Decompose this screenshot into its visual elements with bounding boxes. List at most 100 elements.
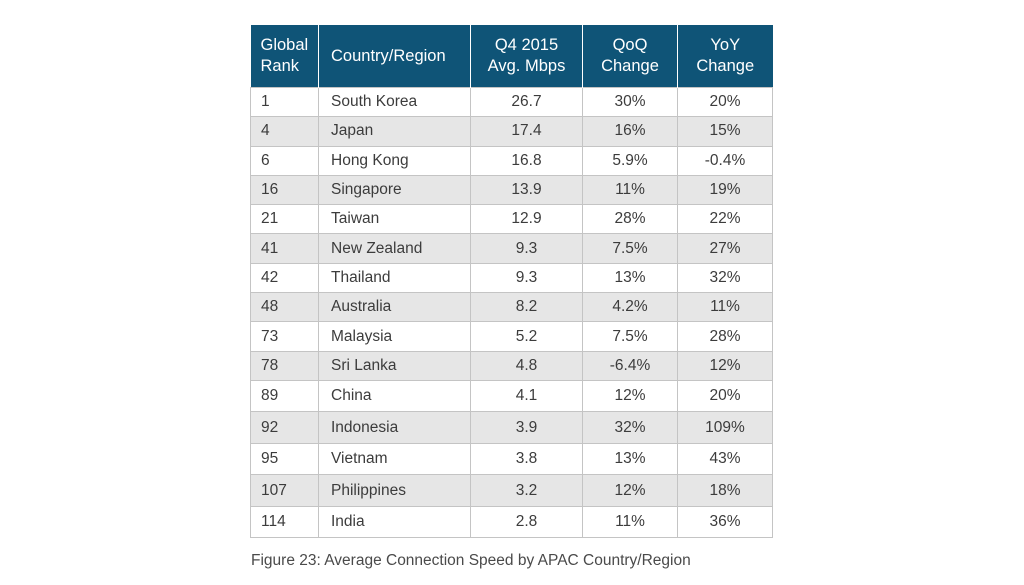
cell-avg-mbps: 17.4: [470, 116, 583, 147]
cell-qoq: 12%: [582, 474, 678, 507]
figure-caption: Figure 23: Average Connection Speed by A…: [251, 552, 691, 569]
cell-rank: 4: [250, 116, 319, 147]
cell-country: South Korea: [318, 86, 471, 118]
cell-country: New Zealand: [318, 233, 471, 264]
table-row: 73 Malaysia 5.2 7.5% 28%: [250, 321, 773, 352]
cell-rank: 89: [250, 379, 319, 413]
cell-rank: 114: [250, 505, 319, 539]
cell-yoy: 20%: [677, 379, 773, 413]
cell-country: Philippines: [318, 474, 471, 507]
cell-qoq: 11%: [582, 505, 678, 539]
table-row: 16 Singapore 13.9 11% 19%: [250, 174, 773, 206]
cell-rank: 107: [250, 474, 319, 507]
cell-yoy: 32%: [677, 262, 773, 294]
cell-avg-mbps: 5.2: [470, 321, 583, 352]
cell-qoq: 4.2%: [582, 292, 678, 323]
cell-yoy: 19%: [677, 174, 773, 206]
cell-country: China: [318, 379, 471, 413]
cell-yoy: 15%: [677, 116, 773, 147]
table-header: Global Rank Country/Region Q4 2015 Avg. …: [250, 25, 773, 88]
cell-qoq: -6.4%: [582, 350, 678, 381]
cell-rank: 1: [250, 86, 319, 118]
table-row: 89 China 4.1 12% 20%: [250, 379, 773, 413]
header-avg-mbps: Q4 2015 Avg. Mbps: [470, 25, 583, 88]
cell-yoy: 36%: [677, 505, 773, 539]
cell-qoq: 12%: [582, 379, 678, 413]
cell-country: Japan: [318, 116, 471, 147]
cell-avg-mbps: 4.1: [470, 379, 583, 413]
header-country-region: Country/Region: [318, 25, 471, 88]
table-row: 4 Japan 17.4 16% 15%: [250, 116, 773, 147]
cell-rank: 6: [250, 145, 319, 176]
cell-qoq: 16%: [582, 116, 678, 147]
cell-country: India: [318, 505, 471, 539]
cell-avg-mbps: 4.8: [470, 350, 583, 381]
cell-yoy: 27%: [677, 233, 773, 264]
cell-avg-mbps: 16.8: [470, 145, 583, 176]
cell-yoy: 12%: [677, 350, 773, 381]
cell-avg-mbps: 3.8: [470, 442, 583, 476]
cell-yoy: 18%: [677, 474, 773, 507]
cell-yoy: 109%: [677, 411, 773, 444]
cell-yoy: 22%: [677, 204, 773, 235]
cell-yoy: 20%: [677, 86, 773, 118]
cell-avg-mbps: 8.2: [470, 292, 583, 323]
cell-country: Indonesia: [318, 411, 471, 444]
table-row: 42 Thailand 9.3 13% 32%: [250, 262, 773, 294]
cell-qoq: 7.5%: [582, 233, 678, 264]
cell-country: Sri Lanka: [318, 350, 471, 381]
cell-country: Vietnam: [318, 442, 471, 476]
cell-avg-mbps: 12.9: [470, 204, 583, 235]
cell-avg-mbps: 3.2: [470, 474, 583, 507]
cell-rank: 73: [250, 321, 319, 352]
speed-table-container: Global Rank Country/Region Q4 2015 Avg. …: [250, 25, 773, 539]
cell-rank: 21: [250, 204, 319, 235]
speed-table: Global Rank Country/Region Q4 2015 Avg. …: [250, 25, 773, 539]
table-row: 41 New Zealand 9.3 7.5% 27%: [250, 233, 773, 264]
cell-qoq: 13%: [582, 262, 678, 294]
table-row: 92 Indonesia 3.9 32% 109%: [250, 411, 773, 444]
header-row: Global Rank Country/Region Q4 2015 Avg. …: [250, 25, 773, 88]
cell-qoq: 30%: [582, 86, 678, 118]
table-row: 114 India 2.8 11% 36%: [250, 505, 773, 539]
cell-avg-mbps: 26.7: [470, 86, 583, 118]
cell-avg-mbps: 9.3: [470, 233, 583, 264]
cell-rank: 95: [250, 442, 319, 476]
cell-avg-mbps: 9.3: [470, 262, 583, 294]
cell-country: Malaysia: [318, 321, 471, 352]
cell-qoq: 7.5%: [582, 321, 678, 352]
cell-yoy: 28%: [677, 321, 773, 352]
table-row: 6 Hong Kong 16.8 5.9% -0.4%: [250, 145, 773, 176]
cell-qoq: 28%: [582, 204, 678, 235]
cell-yoy: 43%: [677, 442, 773, 476]
table-row: 48 Australia 8.2 4.2% 11%: [250, 292, 773, 323]
cell-country: Singapore: [318, 174, 471, 206]
header-global-rank: Global Rank: [250, 25, 319, 88]
cell-yoy: -0.4%: [677, 145, 773, 176]
cell-rank: 16: [250, 174, 319, 206]
table-row: 95 Vietnam 3.8 13% 43%: [250, 442, 773, 476]
cell-qoq: 11%: [582, 174, 678, 206]
cell-country: Australia: [318, 292, 471, 323]
cell-rank: 78: [250, 350, 319, 381]
cell-avg-mbps: 13.9: [470, 174, 583, 206]
cell-rank: 42: [250, 262, 319, 294]
header-yoy-change: YoY Change: [677, 25, 773, 88]
cell-country: Thailand: [318, 262, 471, 294]
cell-yoy: 11%: [677, 292, 773, 323]
table-row: 21 Taiwan 12.9 28% 22%: [250, 204, 773, 235]
cell-qoq: 5.9%: [582, 145, 678, 176]
table-row: 78 Sri Lanka 4.8 -6.4% 12%: [250, 350, 773, 381]
table-row: 107 Philippines 3.2 12% 18%: [250, 474, 773, 507]
table-row: 1 South Korea 26.7 30% 20%: [250, 86, 773, 118]
cell-rank: 41: [250, 233, 319, 264]
cell-qoq: 13%: [582, 442, 678, 476]
cell-country: Hong Kong: [318, 145, 471, 176]
cell-qoq: 32%: [582, 411, 678, 444]
cell-avg-mbps: 3.9: [470, 411, 583, 444]
table-body: 1 South Korea 26.7 30% 20% 4 Japan 17.4 16% 15% 6 H…: [250, 86, 773, 539]
header-qoq-change: QoQ Change: [582, 25, 678, 88]
cell-country: Taiwan: [318, 204, 471, 235]
cell-rank: 48: [250, 292, 319, 323]
cell-rank: 92: [250, 411, 319, 444]
